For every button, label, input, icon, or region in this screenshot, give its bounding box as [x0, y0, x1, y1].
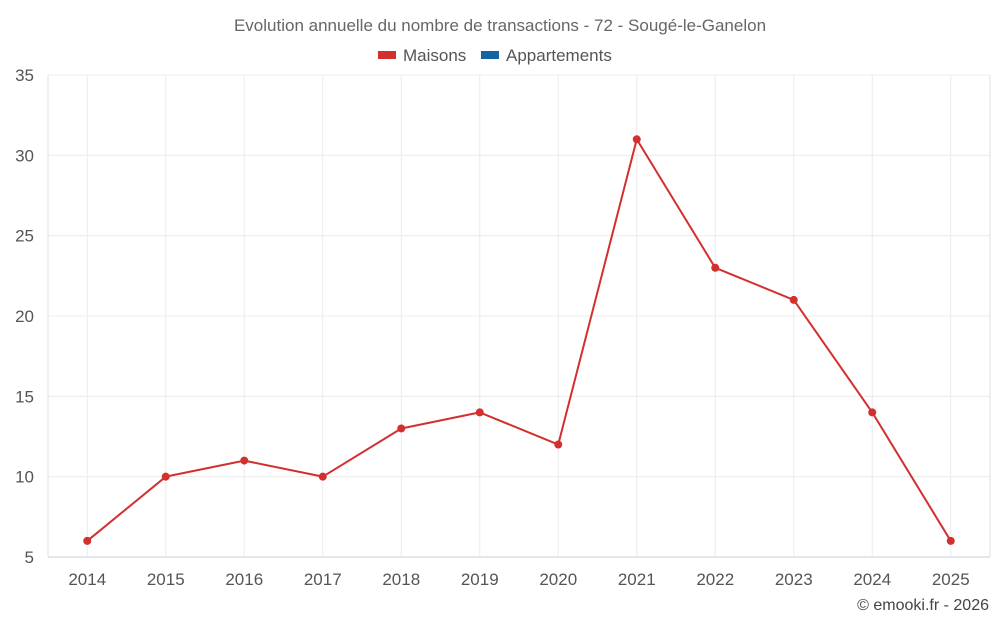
data-point[interactable]: [789, 295, 798, 304]
legend-swatch-maisons: [378, 51, 396, 59]
legend-label-appartements[interactable]: Appartements: [506, 46, 612, 65]
data-point[interactable]: [868, 408, 877, 417]
y-tick-label: 15: [15, 387, 34, 406]
y-tick-label: 25: [15, 227, 34, 246]
data-point[interactable]: [318, 472, 327, 481]
data-point[interactable]: [632, 135, 641, 144]
series-line-maisons: [86, 138, 952, 542]
series-layer: [83, 135, 955, 545]
x-tick-label: 2023: [775, 570, 813, 589]
grid: [47, 74, 991, 558]
data-point[interactable]: [161, 472, 170, 481]
data-point[interactable]: [475, 408, 484, 417]
legend: Maisons Appartements: [378, 46, 612, 65]
data-point[interactable]: [946, 536, 955, 545]
x-tick-label: 2018: [382, 570, 420, 589]
x-tick-label: 2015: [147, 570, 185, 589]
y-tick-label: 30: [15, 146, 34, 165]
data-point[interactable]: [397, 424, 406, 433]
x-tick-label: 2019: [461, 570, 499, 589]
x-tick-label: 2020: [539, 570, 577, 589]
x-tick-label: 2022: [696, 570, 734, 589]
x-tick-label: 2021: [618, 570, 656, 589]
x-tick-label: 2024: [853, 570, 891, 589]
credit-text: © emooki.fr - 2026: [857, 597, 989, 614]
y-tick-label: 10: [15, 468, 34, 487]
legend-swatch-appartements: [481, 51, 499, 59]
y-tick-label: 35: [15, 66, 34, 85]
y-tick-label: 20: [15, 307, 34, 326]
legend-label-maisons[interactable]: Maisons: [403, 46, 466, 65]
x-tick-label: 2017: [304, 570, 342, 589]
data-point[interactable]: [240, 456, 249, 465]
data-point[interactable]: [554, 440, 563, 449]
x-tick-label: 2014: [68, 570, 106, 589]
chart-title: Evolution annuelle du nombre de transact…: [234, 16, 766, 35]
y-tick-label: 5: [25, 548, 34, 567]
x-tick-label: 2016: [225, 570, 263, 589]
data-point[interactable]: [711, 263, 720, 272]
data-point[interactable]: [83, 536, 92, 545]
x-tick-label: 2025: [932, 570, 970, 589]
